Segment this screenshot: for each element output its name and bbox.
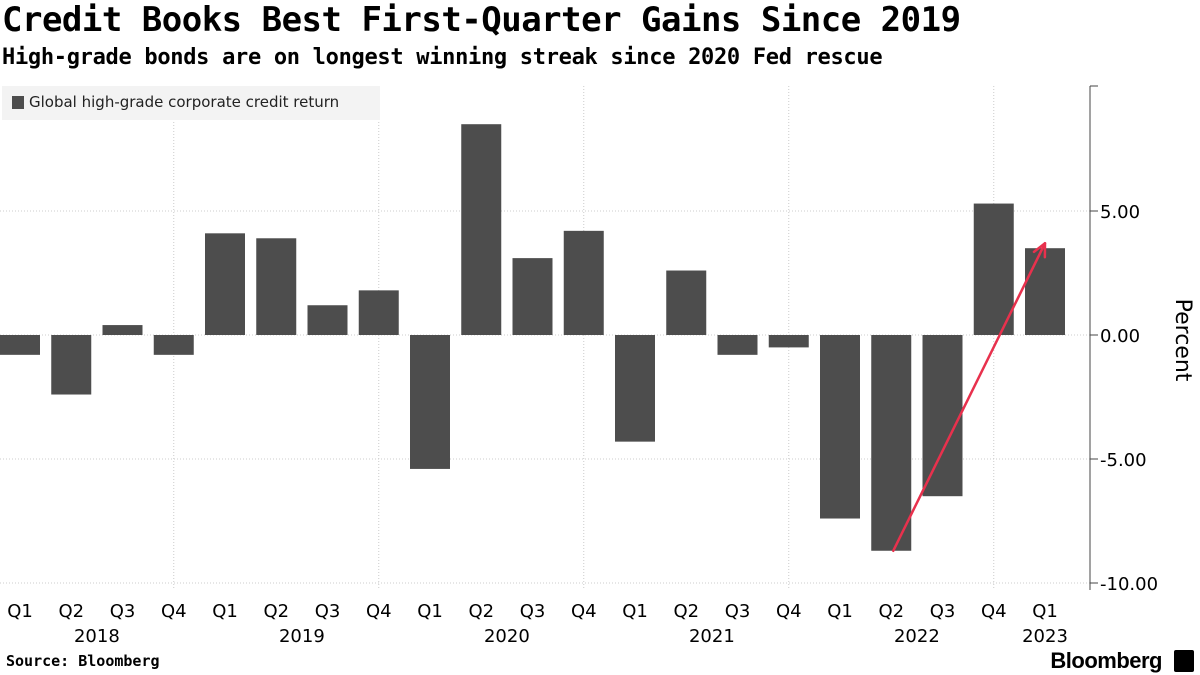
bar [871, 335, 912, 551]
year-label: 2019 [279, 626, 325, 647]
x-tick-label: Q3 [520, 601, 546, 622]
bar [717, 335, 758, 355]
x-tick-label: Q1 [827, 601, 853, 622]
x-tick-label: Q3 [725, 601, 751, 622]
chart-title: Credit Books Best First-Quarter Gains Si… [2, 0, 961, 40]
legend: Global high-grade corporate credit retur… [2, 86, 380, 120]
bar [51, 335, 92, 395]
bar [102, 325, 143, 335]
bar [358, 290, 399, 335]
x-tick-label: Q4 [571, 601, 597, 622]
x-tick-label: Q1 [622, 601, 648, 622]
x-tick-label: Q1 [1032, 601, 1058, 622]
bar [1025, 248, 1065, 335]
x-tick-label: Q3 [110, 601, 136, 622]
bar [307, 305, 348, 335]
y-tick-label: 0.00 [1100, 326, 1140, 347]
bar [922, 335, 963, 497]
x-tick-label: Q3 [315, 601, 341, 622]
legend-label: Global high-grade corporate credit retur… [29, 93, 340, 111]
y-tick-label: 5.00 [1100, 202, 1140, 223]
x-tick-label: Q3 [930, 601, 956, 622]
x-tick-label: Q2 [263, 601, 289, 622]
x-tick-label: Q1 [417, 601, 443, 622]
bloomberg-logo: Bloomberg [1050, 648, 1162, 673]
y-tick-label: -10.00 [1100, 574, 1158, 595]
bar [0, 335, 40, 355]
bar [973, 203, 1014, 335]
x-tick-label: Q4 [161, 601, 187, 622]
x-tick-label: Q2 [468, 601, 494, 622]
year-label: 2022 [894, 626, 940, 647]
x-tick-label: Q2 [878, 601, 904, 622]
y-axis-title: Percent [1170, 299, 1195, 382]
x-tick-label: Q1 [212, 601, 238, 622]
year-label: 2023 [1022, 626, 1068, 647]
trend-arrow-line [892, 241, 1047, 553]
x-tick-label: Q1 [7, 601, 33, 622]
source-note: Source: Bloomberg [6, 652, 160, 670]
legend-swatch [12, 96, 24, 109]
bar [461, 124, 502, 335]
year-label: 2020 [484, 626, 530, 647]
chart-subtitle: High-grade bonds are on longest winning … [2, 45, 883, 70]
year-label: 2021 [689, 626, 735, 647]
bar [153, 335, 194, 355]
x-tick-label: Q2 [673, 601, 699, 622]
bar [256, 238, 297, 335]
x-tick-label: Q2 [58, 601, 84, 622]
bar [205, 233, 245, 335]
bar [666, 270, 707, 335]
bar [768, 335, 809, 348]
bloomberg-terminal-icon [1174, 650, 1194, 672]
x-tick-label: Q4 [366, 601, 392, 622]
bar [563, 230, 604, 335]
trend-arrow-head [1032, 241, 1047, 259]
x-tick-label: Q4 [776, 601, 802, 622]
bar [512, 258, 553, 335]
y-tick-label: -5.00 [1100, 450, 1147, 471]
x-tick-label: Q4 [981, 601, 1007, 622]
bar [820, 335, 860, 519]
year-label: 2018 [74, 626, 120, 647]
bar [410, 335, 450, 469]
bar [615, 335, 655, 442]
